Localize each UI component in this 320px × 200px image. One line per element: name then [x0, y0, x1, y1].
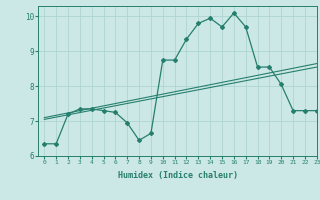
X-axis label: Humidex (Indice chaleur): Humidex (Indice chaleur): [118, 171, 238, 180]
